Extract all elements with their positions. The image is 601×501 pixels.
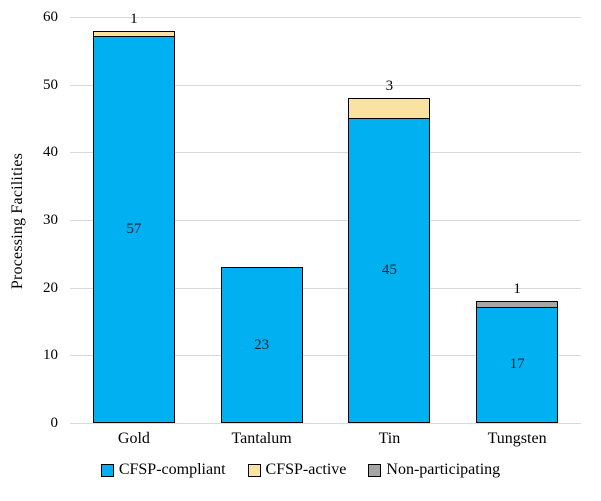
- bar-value-label: 57: [126, 221, 142, 238]
- legend-swatch-icon: [368, 463, 382, 477]
- bar-tin: 45: [348, 98, 431, 423]
- bar-segment-cfsp-compliant: 57: [92, 37, 175, 423]
- x-category-label-tantalum: Tantalum: [231, 430, 292, 447]
- y-tick-label: 10: [43, 347, 58, 364]
- y-tick-label: 0: [50, 415, 59, 431]
- gridline-0: [70, 423, 581, 424]
- y-tick-label: 40: [43, 144, 58, 161]
- gridline-20: [70, 287, 581, 289]
- legend-item-cfsp-compliant: CFSP-compliant: [100, 461, 226, 479]
- x-category-label-tungsten: Tungsten: [487, 430, 547, 447]
- bar-total-label: 1: [130, 10, 138, 27]
- legend-label: CFSP-active: [265, 461, 347, 478]
- bar-segment-non-participating: [476, 301, 559, 308]
- x-category-label-tin: Tin: [378, 430, 401, 447]
- gridline-50: [70, 84, 581, 86]
- gridline-60: [70, 17, 581, 18]
- y-tick-label: 60: [43, 9, 58, 25]
- x-category-label-gold: Gold: [117, 430, 150, 447]
- bar-total-label: 3: [385, 78, 394, 95]
- bar-segment-cfsp-compliant: 45: [348, 118, 431, 423]
- legend-swatch-icon: [100, 463, 114, 477]
- y-tick-label: 30: [43, 212, 58, 228]
- bar-segment-cfsp-active: [348, 98, 431, 119]
- bar-value-label: 23: [254, 336, 270, 353]
- legend-label: CFSP-compliant: [118, 461, 226, 478]
- bar-total-label: 1: [513, 281, 521, 298]
- bar-value-label: 45: [381, 261, 397, 278]
- bar-gold: 57: [92, 30, 175, 423]
- legend-label: Non-participating: [386, 461, 501, 478]
- bar-segment-cfsp-active: [92, 30, 175, 38]
- legend-item-cfsp-active: CFSP-active: [247, 461, 347, 479]
- y-tick-label: 20: [43, 279, 58, 296]
- bar-tantalum: 23: [220, 267, 303, 423]
- legend-item-non-participating: Non-participating: [368, 461, 500, 479]
- legend: CFSP-compliant CFSP-active Non-participati…: [0, 461, 601, 479]
- legend-swatch-icon: [247, 463, 261, 477]
- gridline-40: [70, 152, 581, 154]
- bar-value-label: 17: [509, 356, 525, 373]
- y-tick-label: 50: [43, 76, 58, 93]
- gridline-10: [70, 355, 581, 357]
- bar-segment-cfsp-compliant: 17: [476, 307, 559, 423]
- bar-segment-cfsp-compliant: 23: [220, 267, 303, 423]
- gridline-30: [70, 220, 581, 221]
- bar-tungsten: 17: [476, 301, 559, 423]
